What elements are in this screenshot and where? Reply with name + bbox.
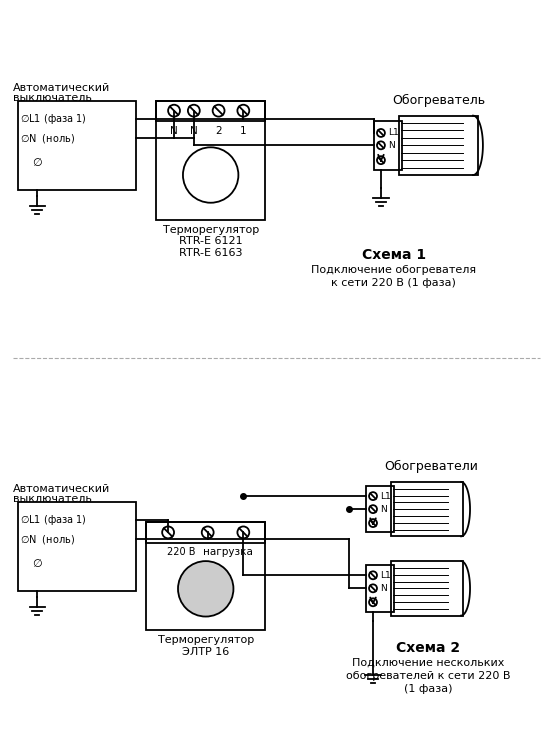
Bar [391, 561, 463, 616]
Text: $\varnothing$N  (ноль): $\varnothing$N (ноль) [19, 533, 75, 546]
Bar [399, 116, 478, 175]
Bar [374, 120, 401, 170]
Text: обогревателей к сети 220 В: обогревателей к сети 220 В [346, 671, 511, 681]
Text: L1: L1 [380, 491, 391, 500]
Circle shape [178, 561, 233, 616]
Text: Терморегулятор: Терморегулятор [163, 224, 259, 235]
Bar [366, 486, 394, 533]
Text: Обогреватель: Обогреватель [392, 94, 485, 107]
Text: $\varnothing$L1 (фаза 1): $\varnothing$L1 (фаза 1) [19, 111, 86, 126]
Text: Схема 2: Схема 2 [397, 641, 461, 655]
Bar [391, 482, 463, 536]
Text: L1: L1 [388, 129, 399, 138]
Text: L1: L1 [380, 571, 391, 580]
Text: N: N [170, 126, 178, 135]
Text: $\varnothing$L1 (фаза 1): $\varnothing$L1 (фаза 1) [19, 512, 86, 527]
Bar [147, 521, 265, 543]
Text: N: N [380, 505, 387, 514]
Text: 2: 2 [215, 126, 222, 135]
Bar [18, 101, 137, 190]
Text: (1 фаза): (1 фаза) [404, 684, 453, 694]
Text: $\varnothing$N  (ноль): $\varnothing$N (ноль) [19, 132, 75, 145]
Bar [18, 502, 137, 591]
Text: RTR-E 6121: RTR-E 6121 [179, 236, 242, 246]
Text: к сети 220 В (1 фаза): к сети 220 В (1 фаза) [331, 278, 456, 288]
Text: Схема 1: Схема 1 [362, 248, 426, 262]
Text: N: N [380, 584, 387, 593]
Text: $\varnothing$: $\varnothing$ [32, 156, 43, 168]
Text: RTR-E 6163: RTR-E 6163 [179, 248, 242, 258]
Text: выключатель: выключатель [13, 93, 92, 102]
Text: Автоматический: Автоматический [13, 83, 110, 93]
Text: выключатель: выключатель [13, 494, 92, 503]
Text: 1: 1 [240, 126, 247, 135]
Text: Обогреватели: Обогреватели [384, 460, 478, 473]
Bar [147, 521, 265, 631]
Bar [156, 101, 265, 220]
Bar [366, 565, 394, 612]
Text: Терморегулятор: Терморегулятор [158, 635, 254, 646]
Text: N: N [190, 126, 198, 135]
Text: Подключение обогревателя: Подключение обогревателя [311, 265, 476, 275]
Text: $\varnothing$: $\varnothing$ [32, 557, 43, 569]
Text: Подключение нескольких: Подключение нескольких [352, 658, 505, 668]
Bar [156, 101, 265, 120]
Text: ЭЛТР 16: ЭЛТР 16 [182, 647, 229, 657]
Text: 220 В: 220 В [166, 548, 195, 557]
Text: нагрузка: нагрузка [202, 548, 252, 557]
Text: Автоматический: Автоматический [13, 484, 110, 494]
Text: N: N [388, 141, 395, 150]
